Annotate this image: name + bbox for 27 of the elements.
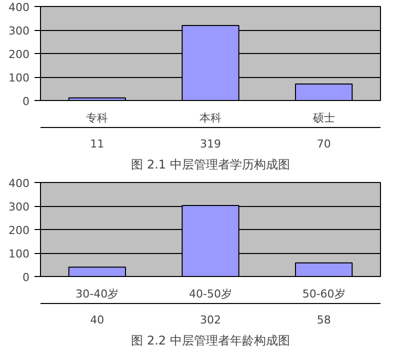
- x-tick-label: 50-60岁: [302, 288, 346, 300]
- x-tick-label: 40-50岁: [189, 288, 232, 300]
- x-tick-label: 专科: [86, 112, 108, 124]
- y-tick-label: 400: [8, 1, 30, 14]
- x-tick-label: 本科: [200, 112, 222, 124]
- y-tick-label: 200: [8, 224, 30, 237]
- data-label: 11: [90, 138, 104, 150]
- y-tick-label: 400: [8, 177, 30, 190]
- y-tick-label: 0: [22, 95, 30, 108]
- y-tick-label: 300: [8, 200, 30, 214]
- data-label: 40: [90, 314, 104, 326]
- y-tick-label: 0: [22, 271, 30, 284]
- y-tick-label: 100: [8, 248, 30, 260]
- y-tick-label: 200: [8, 48, 30, 61]
- x-tick-label: 30-40岁: [76, 288, 119, 300]
- bar: [295, 84, 353, 100]
- text: 图 2.2 中层管理者年龄构成图: [131, 334, 290, 348]
- y-tick-label: 100: [8, 72, 30, 84]
- x-tick-label: 硕士: [312, 112, 335, 124]
- bar: [68, 266, 126, 276]
- data-label: 58: [316, 314, 331, 326]
- data-label: 302: [200, 314, 221, 326]
- bar: [295, 262, 353, 276]
- y-tick-label: 300: [8, 24, 30, 38]
- data-label: 319: [200, 138, 221, 150]
- text: 图 2.1 中层管理者学历构成图: [131, 158, 290, 172]
- data-label: 70: [316, 138, 331, 150]
